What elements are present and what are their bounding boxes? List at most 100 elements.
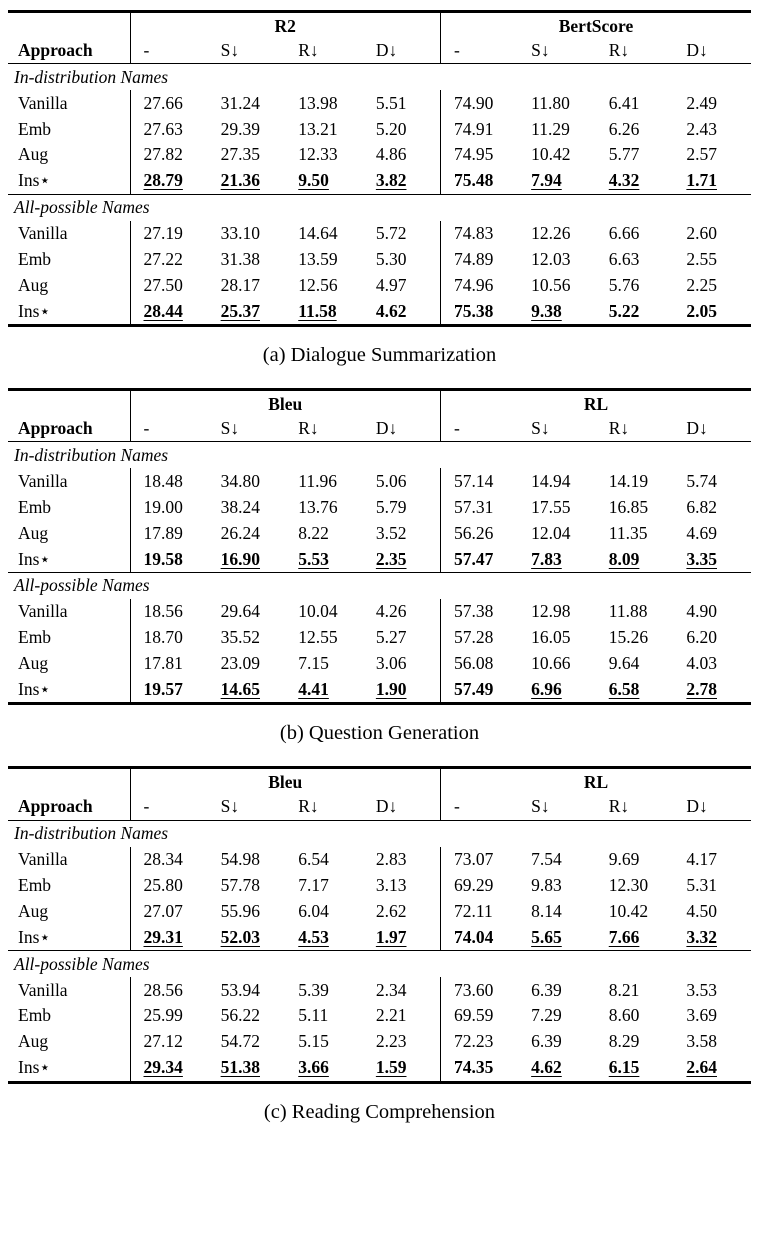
value-cell: 56.26 <box>440 520 519 547</box>
value-cell: 4.53 <box>298 926 329 947</box>
value-cell: 27.35 <box>220 144 260 165</box>
value-cell: 31.24 <box>220 92 260 113</box>
value-cell: 2.05 <box>686 300 717 321</box>
table-row: Vanilla 28.56 53.94 5.39 2.34 73.60 6.39 8.21 3.… <box>8 977 751 1003</box>
value-cell: 5.15 <box>298 1031 329 1052</box>
approach-cell: Vanilla <box>18 223 68 244</box>
value-cell: 15.26 <box>608 627 649 648</box>
section-header-row: All-possible Names <box>8 571 751 599</box>
value-cell: 6.15 <box>608 1057 640 1078</box>
value-cell: 74.04 <box>440 924 519 951</box>
table-row: Aug 27.12 54.72 5.15 2.23 72.23 6.39 8.29 3.58 <box>8 1028 751 1055</box>
metric-column-header: - <box>440 793 519 821</box>
value-cell: 27.19 <box>129 220 208 247</box>
value-cell: 18.48 <box>129 468 208 495</box>
value-cell: 5.39 <box>298 979 329 1000</box>
value-cell: 5.30 <box>375 249 407 270</box>
approach-cell: Aug <box>18 274 49 295</box>
value-cell: 3.58 <box>686 1031 717 1052</box>
value-cell: 2.35 <box>375 548 407 569</box>
value-cell: 4.97 <box>375 274 407 295</box>
metric-group-label: RL <box>440 767 751 794</box>
value-cell: 14.94 <box>531 470 571 491</box>
value-cell: 2.57 <box>686 144 717 165</box>
metric-column-header: D↓ <box>673 415 751 443</box>
value-cell: 5.20 <box>375 118 407 139</box>
value-cell: 21.36 <box>220 170 260 191</box>
value-cell: 8.21 <box>608 979 640 1000</box>
value-cell: 2.83 <box>375 849 407 870</box>
value-cell: 3.32 <box>686 926 717 947</box>
table-row: Aug 27.82 27.35 12.33 4.86 74.95 10.42 5.77 2.57 <box>8 141 751 168</box>
approach-cell: Ins⋆ <box>18 170 51 191</box>
value-cell: 2.23 <box>375 1031 407 1052</box>
table-caption-b: (b) Question Generation <box>279 722 480 745</box>
approach-cell: Emb <box>18 874 52 895</box>
approach-cell: Emb <box>18 627 52 648</box>
value-cell: 51.38 <box>220 1057 260 1078</box>
metric-column-header: D↓ <box>673 793 751 821</box>
table-row: Aug 27.50 28.17 12.56 4.97 74.96 10.56 5.76 2.25 <box>8 272 751 299</box>
value-cell: 2.49 <box>686 92 717 113</box>
value-cell: 57.14 <box>440 468 519 495</box>
value-cell: 2.64 <box>686 1057 717 1078</box>
value-cell: 57.28 <box>440 624 519 651</box>
value-cell: 11.96 <box>298 470 337 491</box>
value-cell: 3.53 <box>686 979 717 1000</box>
value-cell: 38.24 <box>220 496 260 517</box>
value-cell: 73.60 <box>440 977 519 1003</box>
table-row: Emb 25.99 56.22 5.11 2.21 69.59 7.29 8.60 3.69 <box>8 1002 751 1029</box>
value-cell: 2.21 <box>375 1005 407 1026</box>
metric-column-header: - <box>440 415 519 443</box>
table-row: Vanilla 27.66 31.24 13.98 5.51 74.90 11.80 6.41… <box>8 90 751 117</box>
value-cell: 57.49 <box>440 676 519 704</box>
value-cell: 1.97 <box>375 926 407 947</box>
value-cell: 3.06 <box>375 653 407 674</box>
table-row: Ins⋆ 29.31 52.03 4.53 1.97 74.04 5.65 7.66 3.32 <box>8 924 751 951</box>
value-cell: 10.42 <box>531 144 571 165</box>
metric-column-header: D↓ <box>362 793 441 821</box>
value-cell: 5.77 <box>608 144 640 165</box>
value-cell: 7.54 <box>531 849 562 870</box>
approach-cell: Ins⋆ <box>18 300 51 321</box>
value-cell: 3.69 <box>686 1005 717 1026</box>
table-caption-a: (a) Dialogue Summarization <box>262 344 497 367</box>
table-row: Vanilla 28.34 54.98 6.54 2.83 73.07 7.54 9.69 4.… <box>8 846 751 873</box>
value-cell: 12.55 <box>298 627 338 648</box>
value-cell: 6.26 <box>608 118 640 139</box>
approach-cell: Emb <box>18 249 52 270</box>
value-cell: 9.50 <box>298 170 329 191</box>
approach-cell: Vanilla <box>18 849 68 870</box>
value-cell: 10.56 <box>531 274 571 295</box>
value-cell: 27.50 <box>129 272 208 299</box>
value-cell: 14.65 <box>220 678 260 699</box>
value-cell: 74.95 <box>440 141 519 168</box>
column-header-row: Approach - S↓ R↓ D↓ - S↓ R↓ D↓ <box>8 37 751 65</box>
value-cell: 19.57 <box>129 676 208 704</box>
section-header-row: In-distribution Names <box>8 63 751 91</box>
value-cell: 4.90 <box>686 601 717 622</box>
value-cell: 25.99 <box>129 1002 208 1029</box>
value-cell: 75.38 <box>440 298 519 326</box>
value-cell: 33.10 <box>220 223 260 244</box>
value-cell: 6.20 <box>686 627 717 648</box>
metric-group-label: R2 <box>129 11 441 38</box>
value-cell: 27.82 <box>129 141 208 168</box>
value-cell: 3.66 <box>298 1057 329 1078</box>
value-cell: 12.03 <box>531 249 571 270</box>
value-cell: 12.98 <box>531 601 571 622</box>
value-cell: 5.65 <box>531 926 562 947</box>
approach-cell: Aug <box>18 144 49 165</box>
metric-column-header: R↓ <box>595 793 674 821</box>
value-cell: 3.82 <box>375 170 407 191</box>
metric-group-label: Bleu <box>129 389 441 416</box>
approach-column-header: Approach <box>8 793 130 821</box>
metric-group-label: BertScore <box>440 11 751 38</box>
value-cell: 12.26 <box>531 223 571 244</box>
table-head: Bleu RL Approach - S↓ R↓ D↓ - S↓ R↓ D↓ <box>8 389 751 443</box>
metric-column-header: D↓ <box>362 415 441 443</box>
metric-group-header-row: Bleu RL <box>8 767 751 794</box>
table-caption-c: (c) Reading Comprehension <box>263 1100 496 1123</box>
metric-column-header: S↓ <box>207 415 286 443</box>
metric-column-header: - <box>129 793 208 821</box>
